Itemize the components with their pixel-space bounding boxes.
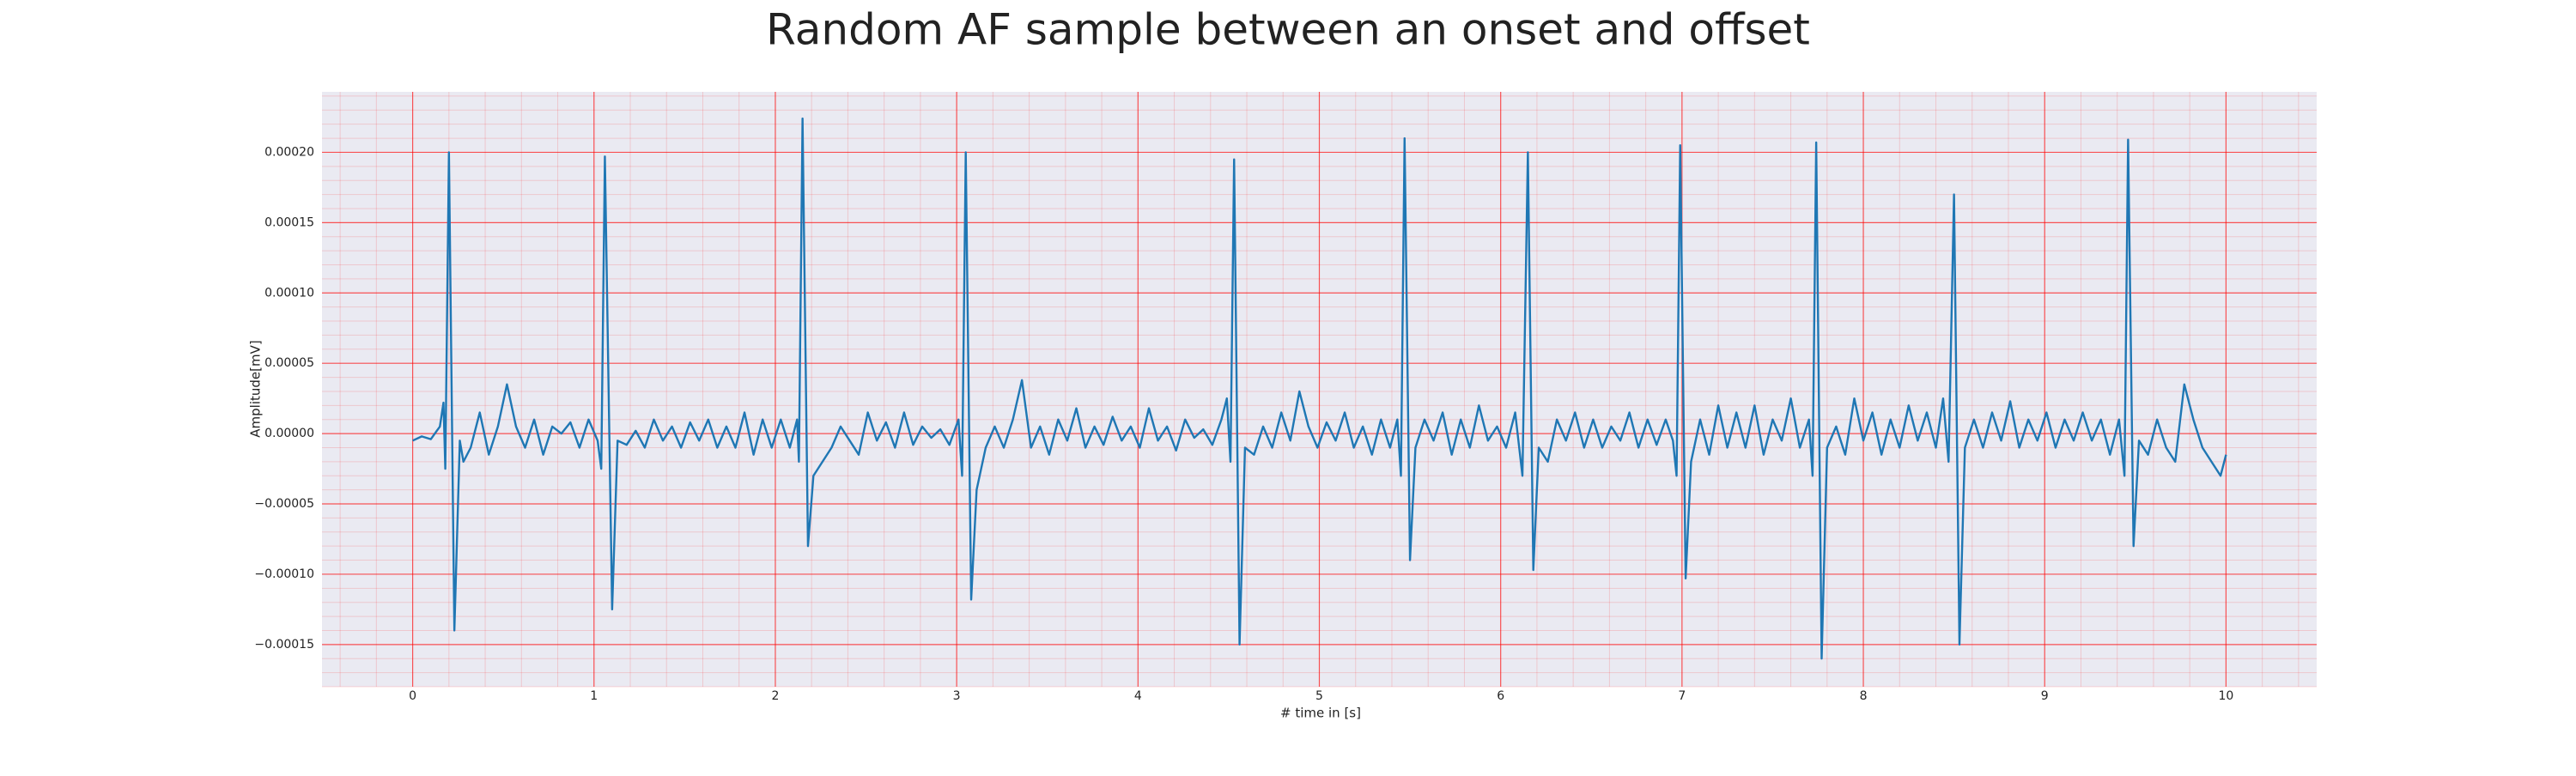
x-tick-label: 6 <box>1497 689 1504 703</box>
marks <box>412 117 2227 660</box>
signal-line <box>412 117 2227 660</box>
x-tick-label: 4 <box>1134 689 1142 703</box>
x-tick-label: 1 <box>590 689 598 703</box>
y-tick-label: −0.00010 <box>254 567 314 581</box>
x-tick-label: 10 <box>2218 689 2233 703</box>
y-tick-label: 0.00000 <box>264 427 314 440</box>
x-tick-label: 8 <box>1860 689 1868 703</box>
y-tick-label: 0.00005 <box>264 356 314 370</box>
x-tick-label: 2 <box>771 689 779 703</box>
y-tick-label: 0.00015 <box>264 215 314 229</box>
y-axis-label: Amplitude[mV] <box>248 340 264 437</box>
y-tick-label: 0.00010 <box>264 286 314 300</box>
x-tick-label: 3 <box>953 689 961 703</box>
x-tick-label: 9 <box>2041 689 2049 703</box>
y-tick-label: −0.00005 <box>254 497 314 511</box>
x-axis-label: # time in [s] <box>1280 706 1361 721</box>
x-tick-label: 0 <box>409 689 416 703</box>
chart-title: Random AF sample between an onset and of… <box>766 5 1810 55</box>
grid <box>322 92 2317 688</box>
x-tick-label: 5 <box>1315 689 1323 703</box>
x-tick-label: 7 <box>1678 689 1686 703</box>
y-tick-label: 0.00020 <box>264 145 314 159</box>
y-tick-label: −0.00015 <box>254 638 314 652</box>
